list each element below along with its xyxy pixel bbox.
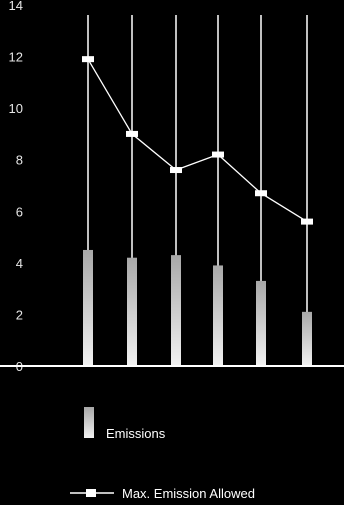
emission-bar <box>256 280 266 366</box>
y-tick-label: 2 <box>16 307 23 322</box>
y-tick-label: 4 <box>16 256 23 271</box>
y-tick-label: 10 <box>9 101 23 116</box>
y-tick-label: 12 <box>9 50 23 65</box>
emission-bar <box>171 255 181 366</box>
emission-bar <box>127 257 137 366</box>
y-tick-label: 14 <box>9 0 23 13</box>
emission-bars <box>83 249 312 366</box>
y-tick-label: 6 <box>16 204 23 219</box>
max-emission-marker <box>170 167 182 174</box>
max-emission-marker <box>82 56 94 63</box>
emission-bar <box>83 249 93 366</box>
max-emission-marker <box>212 151 224 158</box>
legend-line-marker <box>86 489 96 497</box>
y-tick-label: 8 <box>16 153 23 168</box>
emission-bar <box>213 265 223 366</box>
emission-bar <box>302 311 312 366</box>
max-emission-line <box>82 56 313 225</box>
legend: Emissions Max. Emission Allowed <box>70 407 255 501</box>
legend-line-label: Max. Emission Allowed <box>122 486 255 501</box>
legend-emissions-label: Emissions <box>106 426 166 441</box>
y-axis: 02468101214 <box>9 0 23 374</box>
max-emission-marker <box>301 218 313 225</box>
max-emission-marker <box>126 130 138 137</box>
legend-emissions-swatch <box>84 407 94 438</box>
max-emission-polyline <box>87 58 308 223</box>
max-emission-marker <box>255 190 267 197</box>
